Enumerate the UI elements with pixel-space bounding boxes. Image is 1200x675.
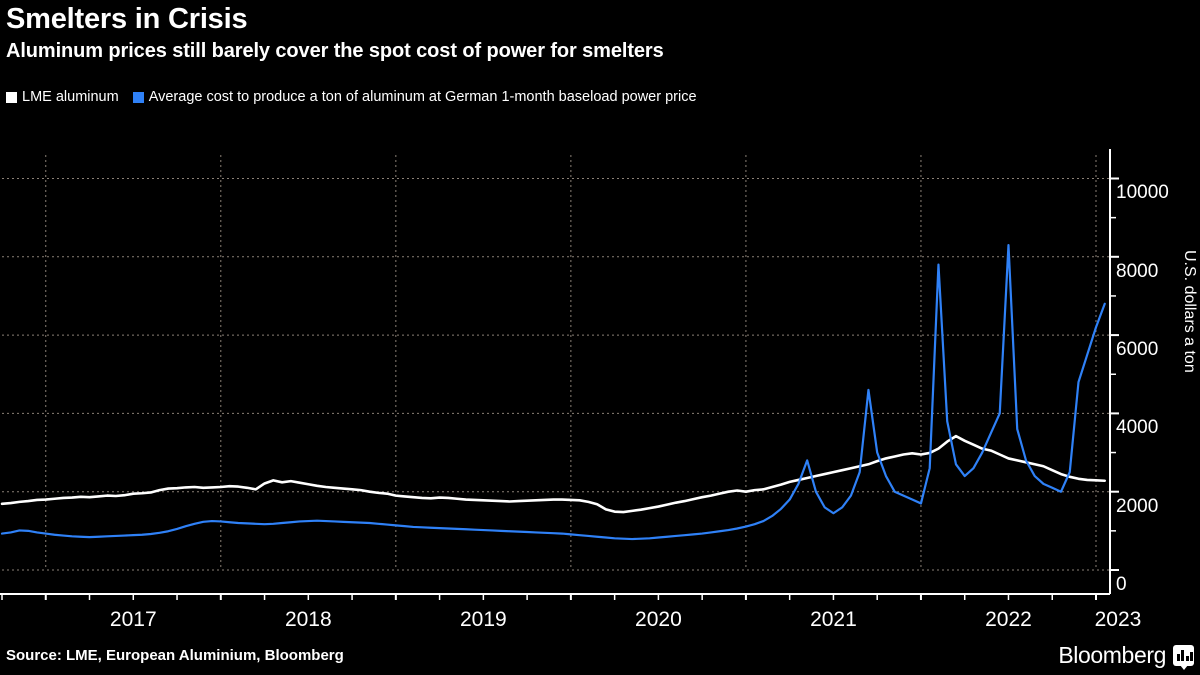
x-tick-label: 2022 <box>985 608 1032 631</box>
bar-chart-glyph <box>1176 649 1193 661</box>
y-axis-tick-labels: 0 2000 4000 6000 8000 10000 <box>1116 140 1196 600</box>
header: Smelters in Crisis Aluminum prices still… <box>6 2 1200 64</box>
y-tick-label: 0 <box>1116 574 1127 595</box>
x-tick-label: 2021 <box>810 608 857 631</box>
legend-label: LME aluminum <box>22 89 119 105</box>
legend-swatch-icon <box>6 92 17 103</box>
chart-title: Smelters in Crisis <box>6 3 248 35</box>
y-tick-label: 6000 <box>1116 339 1159 361</box>
legend-item-0: LME aluminum <box>6 90 119 105</box>
y-tick-label: 4000 <box>1116 417 1159 439</box>
legend: LME aluminum Average cost to produce a to… <box>6 90 697 105</box>
bloomberg-bar-chart-icon <box>1173 644 1194 670</box>
x-tick-label: 2020 <box>635 608 682 631</box>
legend-item-1: Average cost to produce a ton of aluminu… <box>132 89 697 105</box>
series-line-0 <box>0 434 1107 514</box>
y-tick-label: 8000 <box>1116 260 1159 282</box>
bloomberg-branding: Bloomberg <box>1058 642 1194 670</box>
x-tick-label: 2018 <box>284 608 332 631</box>
x-axis-tick-labels: 2017 2018 2019 2020 2021 2022 2023 <box>0 608 1141 642</box>
series-line-1 <box>0 243 1106 541</box>
legend-swatch-icon <box>132 92 144 103</box>
plot-svg <box>0 149 1119 600</box>
legend-label: Average cost to produce a ton of aluminu… <box>148 89 697 105</box>
x-tick-label: 2023 <box>1094 608 1142 631</box>
y-tick-label: 2000 <box>1116 495 1159 517</box>
source-note: Source: LME, European Aluminium, Bloombe… <box>6 647 344 664</box>
footer: Source: LME, European Aluminium, Bloombe… <box>0 639 1200 675</box>
y-tick-label: 10000 <box>1116 182 1169 204</box>
plot-area <box>0 140 1200 600</box>
x-tick-label: 2017 <box>109 608 157 631</box>
chart-subtitle: Aluminum prices still barely cover the s… <box>6 40 664 62</box>
x-tick-label: 2019 <box>459 608 507 631</box>
bloomberg-wordmark: Bloomberg <box>1058 642 1166 668</box>
y-axis-title: U.S. dollars a ton <box>1181 250 1198 373</box>
